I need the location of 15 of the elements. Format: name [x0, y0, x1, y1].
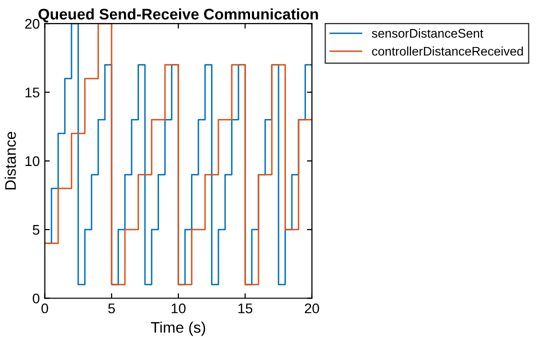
- x-tick-label: 10: [172, 303, 186, 314]
- y-tick-label: 15: [26, 88, 40, 98]
- y-axis-title: Distance: [4, 132, 16, 190]
- x-axis-title: Time (s): [150, 322, 206, 336]
- y-tick-label: 20: [25, 18, 40, 29]
- y-tick-label: 10: [26, 156, 40, 166]
- chart-title: Queued Send-Receive Communication: [38, 8, 318, 22]
- x-tick-label: 5: [108, 304, 115, 314]
- x-tick-label: 20: [304, 303, 320, 314]
- x-tick-label: 0: [41, 303, 48, 314]
- legend-label: sensorDistanceSent: [372, 28, 484, 38]
- y-tick-label: 0: [32, 294, 40, 304]
- legend-label: controllerDistanceReceived: [372, 46, 523, 56]
- x-tick-label: 15: [238, 304, 252, 314]
- y-tick-label: 5: [32, 225, 40, 235]
